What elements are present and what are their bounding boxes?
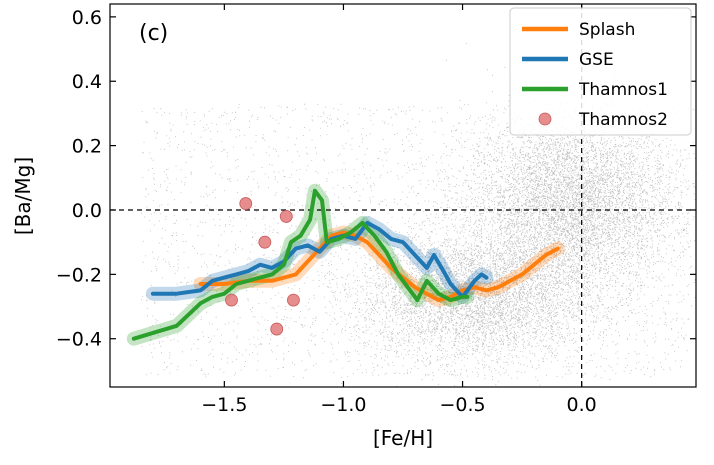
y-tick-label: 0.0 [72, 200, 102, 222]
data-series [131, 188, 560, 341]
thamnos2-point [225, 293, 238, 307]
legend-label-gse: GSE [579, 50, 614, 70]
thamnos2-points [225, 197, 300, 336]
legend-swatch-thamnos2 [538, 112, 552, 126]
plot-frame [109, 3, 697, 388]
thamnos2-point [279, 210, 293, 223]
legend-label-thamnos2: Thamnos2 [578, 110, 668, 130]
thamnos2-point [258, 235, 272, 249]
splash-line [198, 230, 560, 303]
x-tick-label: −1.0 [320, 394, 366, 416]
y-tick-label: 0.4 [72, 71, 102, 93]
x-tick-label: −0.5 [439, 394, 485, 416]
legend-label-thamnos1: Thamnos1 [578, 80, 668, 100]
y-tick-label: −0.2 [56, 264, 102, 286]
x-tick-label: −1.5 [201, 394, 247, 416]
thamnos1-line [131, 188, 470, 341]
thamnos2-point [287, 293, 300, 307]
y-axis-title: [Ba/Mg] [11, 157, 35, 235]
thamnos2-point [270, 322, 284, 336]
y-tick-label: 0.2 [72, 136, 102, 158]
legend-label-splash: Splash [579, 20, 635, 40]
thamnos2-point [239, 197, 253, 210]
legend-box [509, 7, 692, 136]
x-tick-label: 0.0 [567, 394, 597, 416]
y-tick-label: 0.6 [72, 7, 102, 29]
axis-ticks: −1.5 −1.0 −0.5 0.0 −0.4 −0.2 0.0 0.2 0.4 0.6 [56, 4, 696, 416]
y-tick-label: −0.4 [56, 329, 102, 351]
legend: Splash GSE Thamnos1 Thamnos2 [509, 7, 692, 136]
panel-label: (c) [139, 21, 168, 46]
x-axis-title: [Fe/H] [373, 426, 433, 450]
